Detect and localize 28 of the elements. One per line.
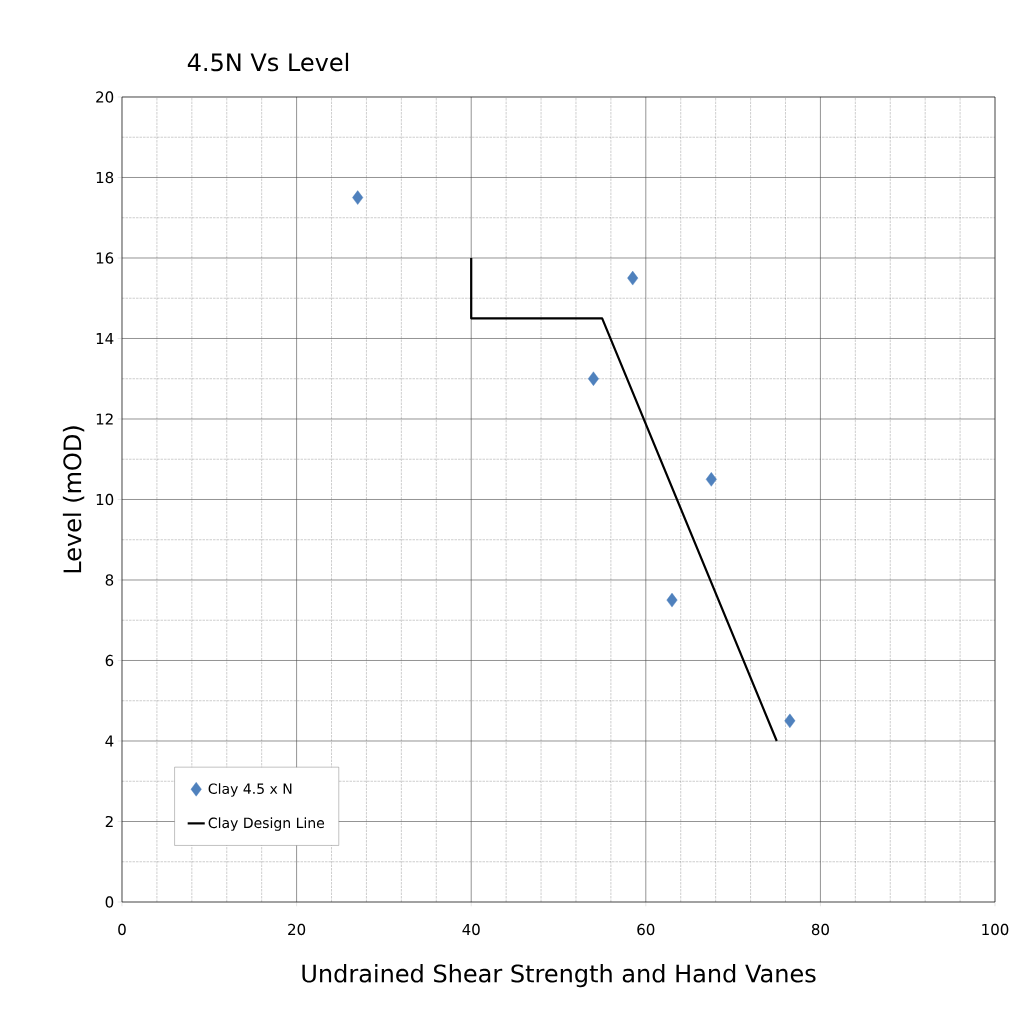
x-tick-label: 60: [637, 923, 655, 936]
x-axis-title: Undrained Shear Strength and Hand Vanes: [302, 964, 816, 988]
point: [587, 371, 599, 386]
x-tick-label: 40: [462, 923, 480, 936]
point: [784, 713, 796, 729]
y-tick-label: 20: [96, 91, 114, 103]
x-tick-label: 0: [118, 923, 126, 936]
y-tick-label: 10: [96, 493, 114, 506]
y-tick-label: 8: [105, 574, 114, 586]
x-tick-label: 80: [811, 923, 829, 936]
x-tick-label: 100: [982, 923, 1009, 936]
point: [705, 472, 717, 487]
point: [627, 270, 639, 286]
y-tick-label: 6: [105, 654, 114, 667]
y-axis-title: Level (mOD): [62, 426, 85, 573]
y-tick-label: 2: [105, 815, 113, 828]
y-tick-label: 18: [96, 171, 114, 184]
point: [666, 592, 678, 608]
legend-label: Clay Design Line: [208, 817, 325, 831]
y-tick-label: 16: [96, 252, 114, 264]
y-tick-label: 12: [96, 413, 113, 425]
x-tick-label: 20: [288, 923, 306, 936]
legend-label: Clay 4.5 x N: [208, 783, 292, 797]
y-tick-label: 14: [96, 333, 114, 344]
point: [352, 190, 364, 205]
y-tick-label: 0: [105, 896, 114, 908]
chart-title: 4.5N Vs Level: [187, 52, 349, 72]
y-tick-label: 4: [105, 735, 114, 747]
